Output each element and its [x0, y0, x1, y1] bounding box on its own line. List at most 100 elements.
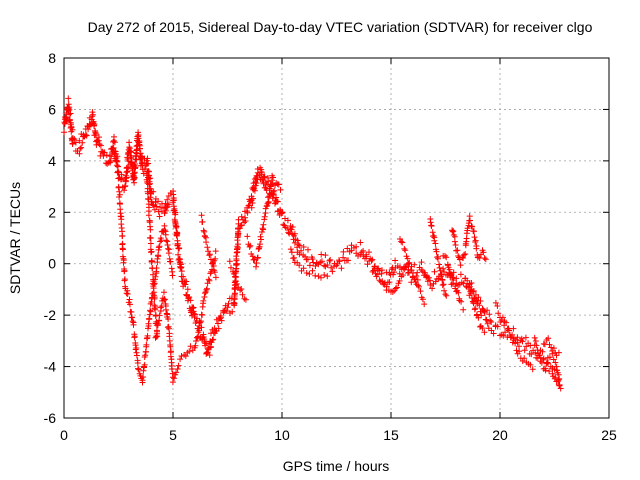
data-point [184, 286, 191, 293]
data-point [206, 252, 213, 259]
data-point [257, 241, 263, 248]
data-point [556, 382, 563, 389]
data-point [427, 277, 433, 284]
y-tick-label: -4 [44, 359, 57, 375]
data-point [443, 254, 450, 261]
data-points [61, 95, 564, 392]
data-point [231, 291, 238, 298]
data-point [402, 247, 409, 254]
data-point [369, 256, 376, 263]
data-point [421, 269, 428, 276]
data-point [193, 338, 199, 344]
data-point [397, 236, 403, 242]
data-point [235, 216, 242, 223]
data-point [294, 237, 301, 244]
data-point [242, 218, 249, 224]
data-point [522, 334, 529, 341]
data-point [172, 221, 179, 227]
data-point [300, 265, 307, 272]
data-point [178, 268, 185, 275]
data-point [106, 152, 113, 159]
data-point [528, 351, 535, 358]
data-point [220, 309, 227, 316]
data-point [195, 325, 202, 332]
data-point [242, 296, 249, 303]
data-point [306, 271, 313, 277]
data-point [175, 251, 182, 258]
data-point [475, 294, 482, 301]
x-tick-label: 15 [383, 427, 399, 443]
data-point [461, 251, 467, 258]
data-point [242, 214, 248, 221]
data-point [271, 187, 278, 194]
data-point [147, 175, 154, 182]
data-point [454, 247, 461, 254]
data-point [538, 359, 545, 366]
data-point [152, 312, 159, 319]
data-point [474, 311, 481, 318]
data-point [479, 306, 486, 313]
data-point [121, 187, 128, 194]
data-point [92, 130, 99, 137]
data-point [447, 270, 454, 277]
data-point [270, 174, 276, 181]
data-point [431, 268, 438, 275]
data-point [437, 267, 444, 274]
data-point [133, 352, 140, 359]
data-point [344, 245, 351, 252]
data-point [467, 288, 474, 295]
data-point [190, 304, 197, 311]
data-point [149, 265, 156, 271]
data-point [238, 286, 245, 292]
data-point [353, 243, 360, 250]
data-point [249, 253, 256, 260]
data-point [207, 256, 214, 263]
data-point [201, 228, 208, 235]
data-point [65, 95, 72, 102]
data-point [400, 272, 406, 278]
data-point [127, 301, 133, 308]
data-point [472, 237, 479, 244]
data-point [309, 267, 316, 274]
data-point [155, 252, 161, 259]
data-point [326, 257, 333, 264]
data-point [490, 330, 497, 337]
data-point [369, 268, 376, 275]
data-point [463, 235, 470, 242]
data-point [212, 274, 219, 281]
data-point [300, 244, 307, 250]
data-point [392, 257, 399, 264]
data-point [494, 303, 501, 309]
data-point [389, 289, 396, 295]
data-point [296, 251, 303, 258]
data-point [298, 247, 305, 254]
data-point [136, 142, 143, 149]
data-point [318, 251, 325, 258]
data-point [206, 352, 213, 359]
data-point [142, 352, 149, 359]
data-point [257, 164, 264, 171]
data-point [108, 145, 115, 152]
data-point [368, 257, 375, 264]
data-point [177, 261, 184, 268]
data-point [306, 262, 313, 269]
data-point [162, 200, 169, 207]
data-point [480, 249, 487, 256]
data-point [204, 285, 210, 292]
data-point [274, 198, 281, 205]
data-point [168, 348, 174, 355]
data-point [327, 256, 334, 263]
data-point [164, 196, 171, 203]
data-point [164, 324, 171, 331]
data-point [288, 249, 295, 256]
data-point [76, 150, 83, 157]
data-point [234, 246, 240, 253]
data-point [174, 366, 181, 372]
data-point [503, 319, 510, 326]
data-point [364, 261, 371, 268]
data-point [471, 228, 477, 235]
data-point [116, 191, 123, 198]
data-point [389, 264, 396, 271]
data-point [200, 331, 207, 338]
